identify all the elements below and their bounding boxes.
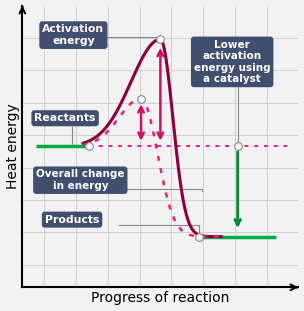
Text: Overall change
in energy: Overall change in energy — [36, 169, 125, 191]
X-axis label: Progress of reaction: Progress of reaction — [91, 291, 230, 305]
Text: Reactants: Reactants — [34, 113, 96, 123]
Text: Products: Products — [45, 215, 99, 225]
Text: Activation
energy: Activation energy — [42, 24, 105, 46]
Y-axis label: Heat energy: Heat energy — [5, 104, 19, 189]
Text: Lower
activation
energy using
a catalyst: Lower activation energy using a catalyst — [194, 39, 271, 84]
